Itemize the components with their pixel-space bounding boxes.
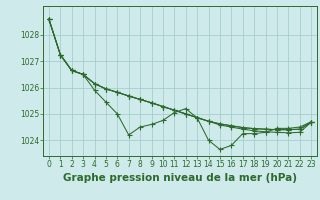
X-axis label: Graphe pression niveau de la mer (hPa): Graphe pression niveau de la mer (hPa) xyxy=(63,173,297,183)
